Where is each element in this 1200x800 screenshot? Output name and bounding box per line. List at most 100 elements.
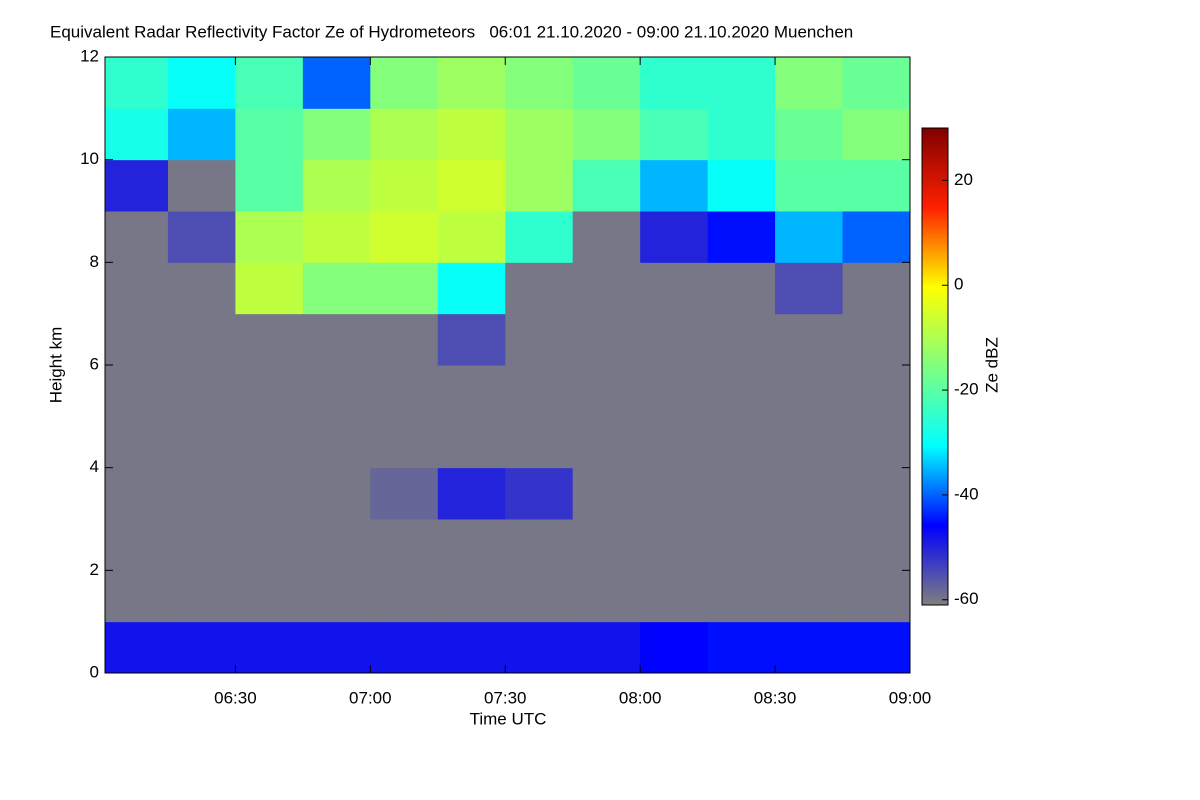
heatmap-cell — [370, 313, 439, 366]
x-tick-label: 08:00 — [619, 688, 662, 707]
heatmap-cell — [505, 570, 574, 623]
heatmap-cell — [505, 211, 574, 263]
heatmap-cell — [235, 211, 304, 263]
heatmap-cell — [105, 519, 169, 571]
x-tick-label: 06:30 — [214, 688, 257, 707]
heatmap-cell — [437, 262, 506, 315]
heatmap-cell — [775, 467, 844, 520]
heatmap-cell — [370, 57, 439, 109]
heatmap-cell — [775, 519, 844, 571]
heatmap-cell — [505, 159, 574, 212]
heatmap-cell — [302, 416, 371, 469]
heatmap-cell — [105, 621, 169, 673]
heatmap-cell — [437, 313, 506, 366]
y-tick-label: 2 — [90, 560, 99, 579]
heatmap-cell — [235, 467, 304, 520]
heatmap-cell — [775, 621, 844, 673]
y-tick-label: 8 — [90, 252, 99, 271]
heatmap-cell — [167, 365, 236, 417]
heatmap-cell — [842, 57, 910, 109]
heatmap-cell — [302, 57, 371, 109]
heatmap-cell — [640, 365, 709, 417]
heatmap-cell — [370, 159, 439, 212]
y-tick-label: 0 — [90, 662, 99, 681]
heatmap-cell — [707, 313, 776, 366]
x-tick-label: 07:00 — [349, 688, 392, 707]
heatmap-cell — [167, 211, 236, 263]
heatmap-cell — [302, 211, 371, 263]
heatmap-cell — [842, 313, 910, 366]
heatmap-cell — [105, 570, 169, 623]
heatmap-cell — [302, 108, 371, 161]
heatmap-cell — [842, 365, 910, 417]
heatmap-cell — [505, 313, 574, 366]
heatmap-cell — [842, 621, 910, 673]
heatmap-cell — [370, 416, 439, 469]
heatmap-cell — [505, 621, 574, 673]
colorbar-tick-label: -60 — [954, 589, 979, 608]
heatmap-cell — [105, 57, 169, 109]
colorbar-tick-label: -20 — [954, 380, 979, 399]
heatmap-cell — [167, 519, 236, 571]
heatmap-cell — [167, 159, 236, 212]
heatmap-cell — [640, 262, 709, 315]
heatmap-cell — [235, 365, 304, 417]
heatmap-cell — [842, 262, 910, 315]
heatmap-cell — [775, 365, 844, 417]
heatmap-cell — [302, 313, 371, 366]
heatmap-cell — [572, 159, 641, 212]
heatmap-cell — [640, 467, 709, 520]
heatmap-cell — [842, 467, 910, 520]
heatmap-cell — [572, 621, 641, 673]
heatmap-cell — [640, 211, 709, 263]
heatmap-cell — [235, 262, 304, 315]
colorbar-label: Ze dBZ — [982, 337, 1001, 393]
heatmap-cell — [437, 621, 506, 673]
x-axis-label: Time UTC — [470, 709, 547, 728]
heatmap-cell — [707, 211, 776, 263]
heatmap-cell — [640, 416, 709, 469]
heatmap-cell — [842, 159, 910, 212]
heatmap-cell — [775, 262, 844, 315]
heatmap-cell — [707, 57, 776, 109]
heatmap-cell — [707, 570, 776, 623]
heatmap-cell — [505, 108, 574, 161]
heatmap-cell — [302, 262, 371, 315]
heatmap-cell — [775, 570, 844, 623]
heatmap-cell — [707, 621, 776, 673]
heatmap-cell — [437, 159, 506, 212]
heatmap-cell — [235, 570, 304, 623]
colorbar — [921, 127, 949, 606]
heatmap-cell — [640, 519, 709, 571]
heatmap-cell — [105, 467, 169, 520]
heatmap-cell — [572, 467, 641, 520]
heatmap-cell — [775, 159, 844, 212]
heatmap-cell — [370, 108, 439, 161]
heatmap-cell — [167, 108, 236, 161]
heatmap-cell — [572, 211, 641, 263]
heatmap-cell — [370, 519, 439, 571]
colorbar-tick-label: 0 — [954, 275, 963, 294]
heatmap-cell — [640, 570, 709, 623]
heatmap-cell — [302, 467, 371, 520]
heatmap-cell — [167, 57, 236, 109]
heatmap — [105, 57, 910, 673]
heatmap-cell — [707, 365, 776, 417]
heatmap-cell — [572, 365, 641, 417]
heatmap-cell — [105, 211, 169, 263]
y-tick-label: 10 — [80, 149, 99, 168]
heatmap-cell — [437, 108, 506, 161]
heatmap-cell — [842, 211, 910, 263]
heatmap-cell — [370, 570, 439, 623]
heatmap-cell — [640, 57, 709, 109]
heatmap-cell — [707, 467, 776, 520]
heatmap-cell — [235, 108, 304, 161]
y-tick-label: 4 — [90, 457, 99, 476]
heatmap-cell — [640, 159, 709, 212]
heatmap-cell — [572, 57, 641, 109]
heatmap-cell — [842, 108, 910, 161]
heatmap-cell — [235, 159, 304, 212]
heatmap-cell — [505, 467, 574, 520]
heatmap-cell — [167, 621, 236, 673]
heatmap-cell — [235, 621, 304, 673]
